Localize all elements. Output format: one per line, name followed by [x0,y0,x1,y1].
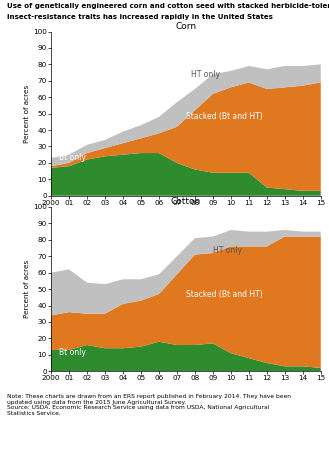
Text: Use of genetically engineered corn and cotton seed with stacked herbicide-tolera: Use of genetically engineered corn and c… [7,3,329,9]
Text: HT only: HT only [213,246,242,255]
Title: Cotton: Cotton [171,197,201,206]
Y-axis label: Percent of acres: Percent of acres [24,85,30,143]
Text: Stacked (Bt and HT): Stacked (Bt and HT) [186,112,263,121]
Text: Bt only: Bt only [59,348,86,357]
Text: HT only: HT only [191,71,220,80]
Title: Corn: Corn [175,22,196,31]
Text: insect-resistance traits has increased rapidly in the United States: insect-resistance traits has increased r… [7,14,272,19]
Text: Stacked (Bt and HT): Stacked (Bt and HT) [186,290,263,299]
Text: Bt only: Bt only [59,153,86,162]
Y-axis label: Percent of acres: Percent of acres [24,260,30,318]
Text: Note: These charts are drawn from an ERS report published in February 2014. They: Note: These charts are drawn from an ERS… [7,394,291,416]
